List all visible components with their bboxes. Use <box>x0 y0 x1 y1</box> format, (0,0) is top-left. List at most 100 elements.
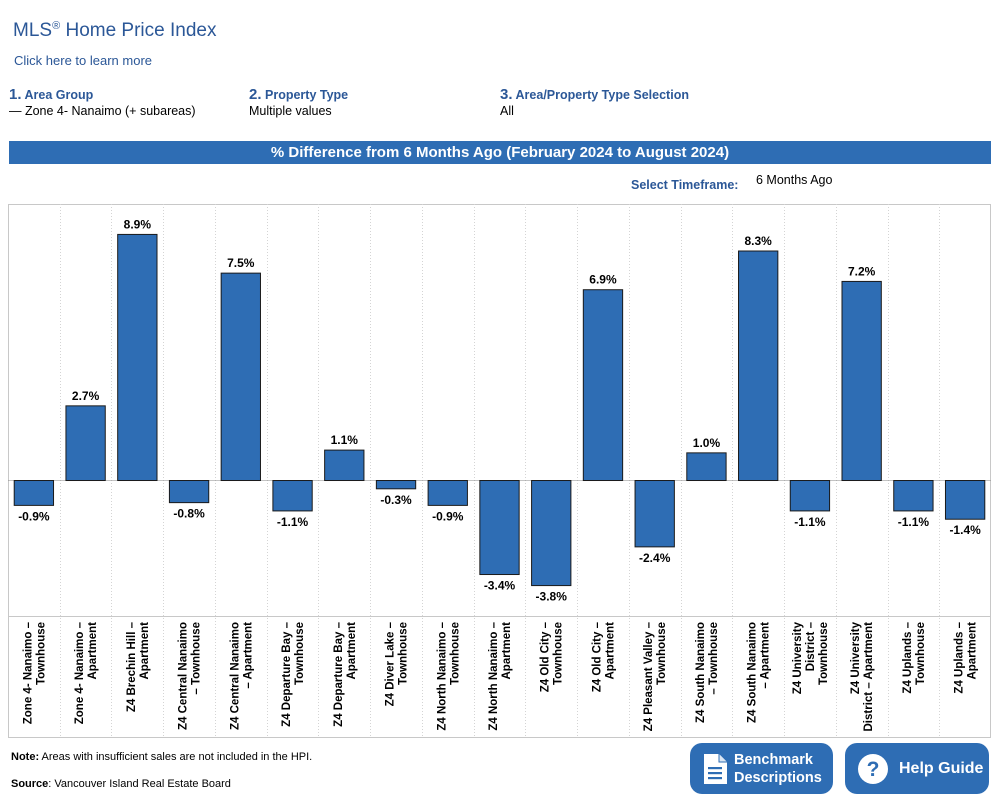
category-label: District – Apartment <box>863 622 875 732</box>
category-label: Apartment <box>604 622 616 680</box>
category-label: Z4 Brechin Hill – <box>126 621 138 712</box>
note-label: Note: <box>11 751 40 763</box>
category-label: Z4 Uplands – <box>902 621 914 693</box>
data-label: -3.8% <box>536 590 568 604</box>
category-label: – Townhouse <box>708 622 720 695</box>
filter-area-group[interactable]: 1. Area Group — Zone 4- Nanaimo (+ subar… <box>9 86 196 118</box>
bar <box>117 233 158 482</box>
filter-label: Property Type <box>265 88 349 102</box>
chart-title: % Difference from 6 Months Ago (February… <box>9 141 991 164</box>
data-label: -2.4% <box>639 551 671 565</box>
data-label: -1.4% <box>949 523 981 537</box>
data-label: 7.5% <box>227 256 255 270</box>
filter-number: 3. <box>500 86 513 103</box>
category-label: – Apartment <box>760 622 772 689</box>
data-label: -0.9% <box>432 509 464 523</box>
filter-property-type-heading: 2. Property Type <box>249 86 348 103</box>
category-label: Z4 Old City – <box>591 621 603 692</box>
category-label: Z4 North Nanaimo – <box>436 621 448 730</box>
bar <box>738 250 779 482</box>
svg-text:?: ? <box>867 758 880 781</box>
timeframe-select[interactable]: 6 Months Ago <box>756 173 833 187</box>
benchmark-descriptions-button[interactable]: Benchmark Descriptions <box>690 743 833 794</box>
category-label: Apartment <box>346 622 358 680</box>
category-label: Townhouse <box>294 622 306 685</box>
bar <box>479 480 520 576</box>
filter-selection-value[interactable]: All <box>500 104 514 118</box>
category-label: Apartment <box>967 622 979 680</box>
filter-label: Area/Property Type Selection <box>515 88 689 102</box>
bar <box>65 405 106 482</box>
chart-frame <box>8 204 991 738</box>
note-body: Areas with insufficient sales are not in… <box>39 751 313 763</box>
source-text: Source: Vancouver Island Real Estate Boa… <box>11 778 231 790</box>
bar <box>634 480 675 548</box>
filter-property-type[interactable]: 2. Property Type Multiple values <box>249 86 348 118</box>
category-label: Z4 Pleasant Valley – <box>643 621 655 731</box>
bar <box>789 480 831 512</box>
bar <box>531 480 572 587</box>
filter-number: 1. <box>9 86 22 103</box>
note-text: Note: Areas with insufficient sales are … <box>11 751 312 763</box>
bar <box>272 480 313 512</box>
bar-chart: -0.9%Zone 4- Nanaimo – Townhouse2.7%Zone … <box>8 204 991 736</box>
filter-area-group-heading: 1. Area Group <box>9 86 196 103</box>
category-label: Z4 Departure Bay – <box>281 621 293 726</box>
category-label: Apartment <box>139 622 151 680</box>
category-label: Townhouse <box>553 622 565 685</box>
data-label: -3.4% <box>484 579 516 593</box>
learn-more-link[interactable]: Click here to learn more <box>14 53 152 68</box>
data-label: -0.9% <box>18 509 50 523</box>
bar <box>168 480 210 504</box>
category-label: Z4 University <box>792 621 804 694</box>
filter-selection[interactable]: 3. Area/Property Type Selection All <box>500 86 689 118</box>
benchmark-line2: Descriptions <box>734 769 822 786</box>
timeframe-label: Select Timeframe: <box>631 178 739 192</box>
data-label: 6.9% <box>589 273 617 287</box>
bar <box>841 280 882 482</box>
bar <box>220 272 261 482</box>
category-label: Zone 4- Nanaimo – <box>22 621 34 724</box>
data-label: -0.8% <box>173 507 205 521</box>
registered-mark: ® <box>52 20 61 32</box>
category-label: Z4 Departure Bay – <box>333 621 345 726</box>
help-guide-label: Help Guide <box>899 759 984 777</box>
data-label: 2.7% <box>72 389 100 403</box>
filter-area-group-value[interactable]: — Zone 4- Nanaimo (+ subareas) <box>9 104 196 118</box>
category-label: Townhouse <box>398 622 410 685</box>
source-label: Source <box>11 778 49 790</box>
category-label: Z4 North Nanaimo – <box>488 621 500 730</box>
data-label: -1.1% <box>794 515 826 529</box>
filter-property-type-value[interactable]: Multiple values <box>249 104 332 118</box>
category-label: District – <box>805 621 817 671</box>
category-label: Z4 Central Nanaimo <box>178 622 190 730</box>
category-label: – Apartment <box>242 622 254 689</box>
title-text: MLS <box>13 20 53 41</box>
category-label: Z4 University <box>850 621 862 694</box>
bar <box>944 480 986 520</box>
category-label: Townhouse <box>656 622 668 685</box>
data-label: 7.2% <box>848 264 876 278</box>
bar <box>686 452 727 482</box>
help-guide-button[interactable]: ? Help Guide <box>845 743 989 794</box>
document-icon <box>702 753 728 785</box>
bar <box>893 480 934 512</box>
category-label: Apartment <box>501 622 513 680</box>
question-icon: ? <box>857 753 889 785</box>
category-label: Townhouse <box>35 622 47 685</box>
category-label: Townhouse <box>449 622 461 685</box>
title-text-rest: Home Price Index <box>60 20 217 41</box>
data-label: 8.9% <box>124 217 152 231</box>
category-label: Townhouse <box>818 622 830 685</box>
bar <box>324 449 365 482</box>
category-label: – Townhouse <box>191 622 203 695</box>
data-label: -1.1% <box>898 515 930 529</box>
category-label: Townhouse <box>915 622 927 685</box>
data-label: -1.1% <box>277 515 309 529</box>
benchmark-line1: Benchmark <box>734 751 813 768</box>
category-label: Z4 Diver Lake – <box>385 621 397 706</box>
category-label: Z4 South Nanaimo <box>747 622 759 723</box>
category-label: Zone 4- Nanaimo – <box>74 621 86 724</box>
data-label: 1.1% <box>331 433 359 447</box>
page-title: MLS® Home Price Index <box>13 20 216 42</box>
